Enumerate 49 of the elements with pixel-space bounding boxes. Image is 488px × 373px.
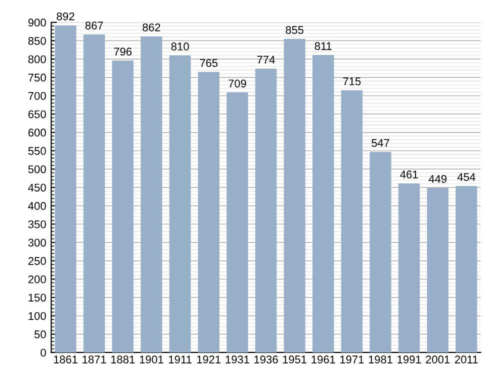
y-tick-label: 750	[28, 74, 46, 82]
data-label: 709	[228, 80, 246, 88]
x-tick-label: 1921	[197, 356, 221, 364]
x-tick-label: 1981	[368, 356, 392, 364]
y-tick-label: 350	[28, 220, 46, 228]
data-label: 454	[457, 173, 476, 181]
y-tick-label: 600	[28, 128, 46, 137]
y-tick-label: 800	[28, 55, 46, 64]
y-tick-label: 850	[28, 36, 46, 45]
x-tick-label: 1881	[111, 356, 135, 364]
y-tick-label: 150	[28, 294, 46, 302]
x-tick-label: 1901	[140, 356, 164, 364]
y-tick-label: 50	[34, 330, 46, 338]
data-label: 774	[257, 56, 275, 64]
x-tick-label: 1961	[312, 356, 336, 364]
data-label: 461	[400, 170, 418, 178]
x-tick-label: 2011	[454, 356, 478, 364]
y-tick-label: 100	[28, 312, 46, 320]
x-tick-label: 1936	[254, 356, 278, 364]
y-tick-label: 900	[28, 18, 46, 27]
y-tick-label: 700	[28, 92, 46, 100]
data-label: 796	[114, 48, 132, 56]
y-tick-label: 500	[28, 165, 46, 174]
data-label: 867	[85, 22, 103, 30]
x-tick-label: 1861	[54, 356, 78, 364]
y-tick-label: 550	[28, 147, 46, 155]
data-label: 811	[314, 42, 332, 50]
y-tick-label: 0	[40, 348, 46, 357]
y-tick-label: 650	[28, 110, 46, 118]
data-label: 862	[142, 23, 160, 32]
data-label: 810	[171, 42, 189, 50]
x-tick-label: 2001	[426, 356, 450, 364]
data-label: 765	[200, 59, 218, 67]
x-tick-label: 1971	[340, 356, 364, 364]
x-tick-label: 1911	[168, 356, 192, 364]
data-label: 715	[343, 78, 361, 86]
y-tick-label: 400	[28, 202, 46, 210]
y-tick-label: 200	[28, 275, 46, 284]
data-label: 547	[372, 139, 390, 147]
y-tick-label: 300	[28, 238, 46, 247]
x-tick-label: 1931	[226, 356, 250, 364]
y-tick-label: 450	[28, 184, 46, 192]
x-tick-label: 1871	[82, 356, 106, 364]
x-tick-label: 1951	[283, 356, 306, 364]
data-label: 855	[286, 26, 304, 34]
y-tick-label: 250	[28, 257, 46, 265]
x-tick-label: 1991	[398, 356, 421, 364]
data-label: 449	[428, 174, 446, 183]
data-label: 892	[56, 12, 74, 20]
